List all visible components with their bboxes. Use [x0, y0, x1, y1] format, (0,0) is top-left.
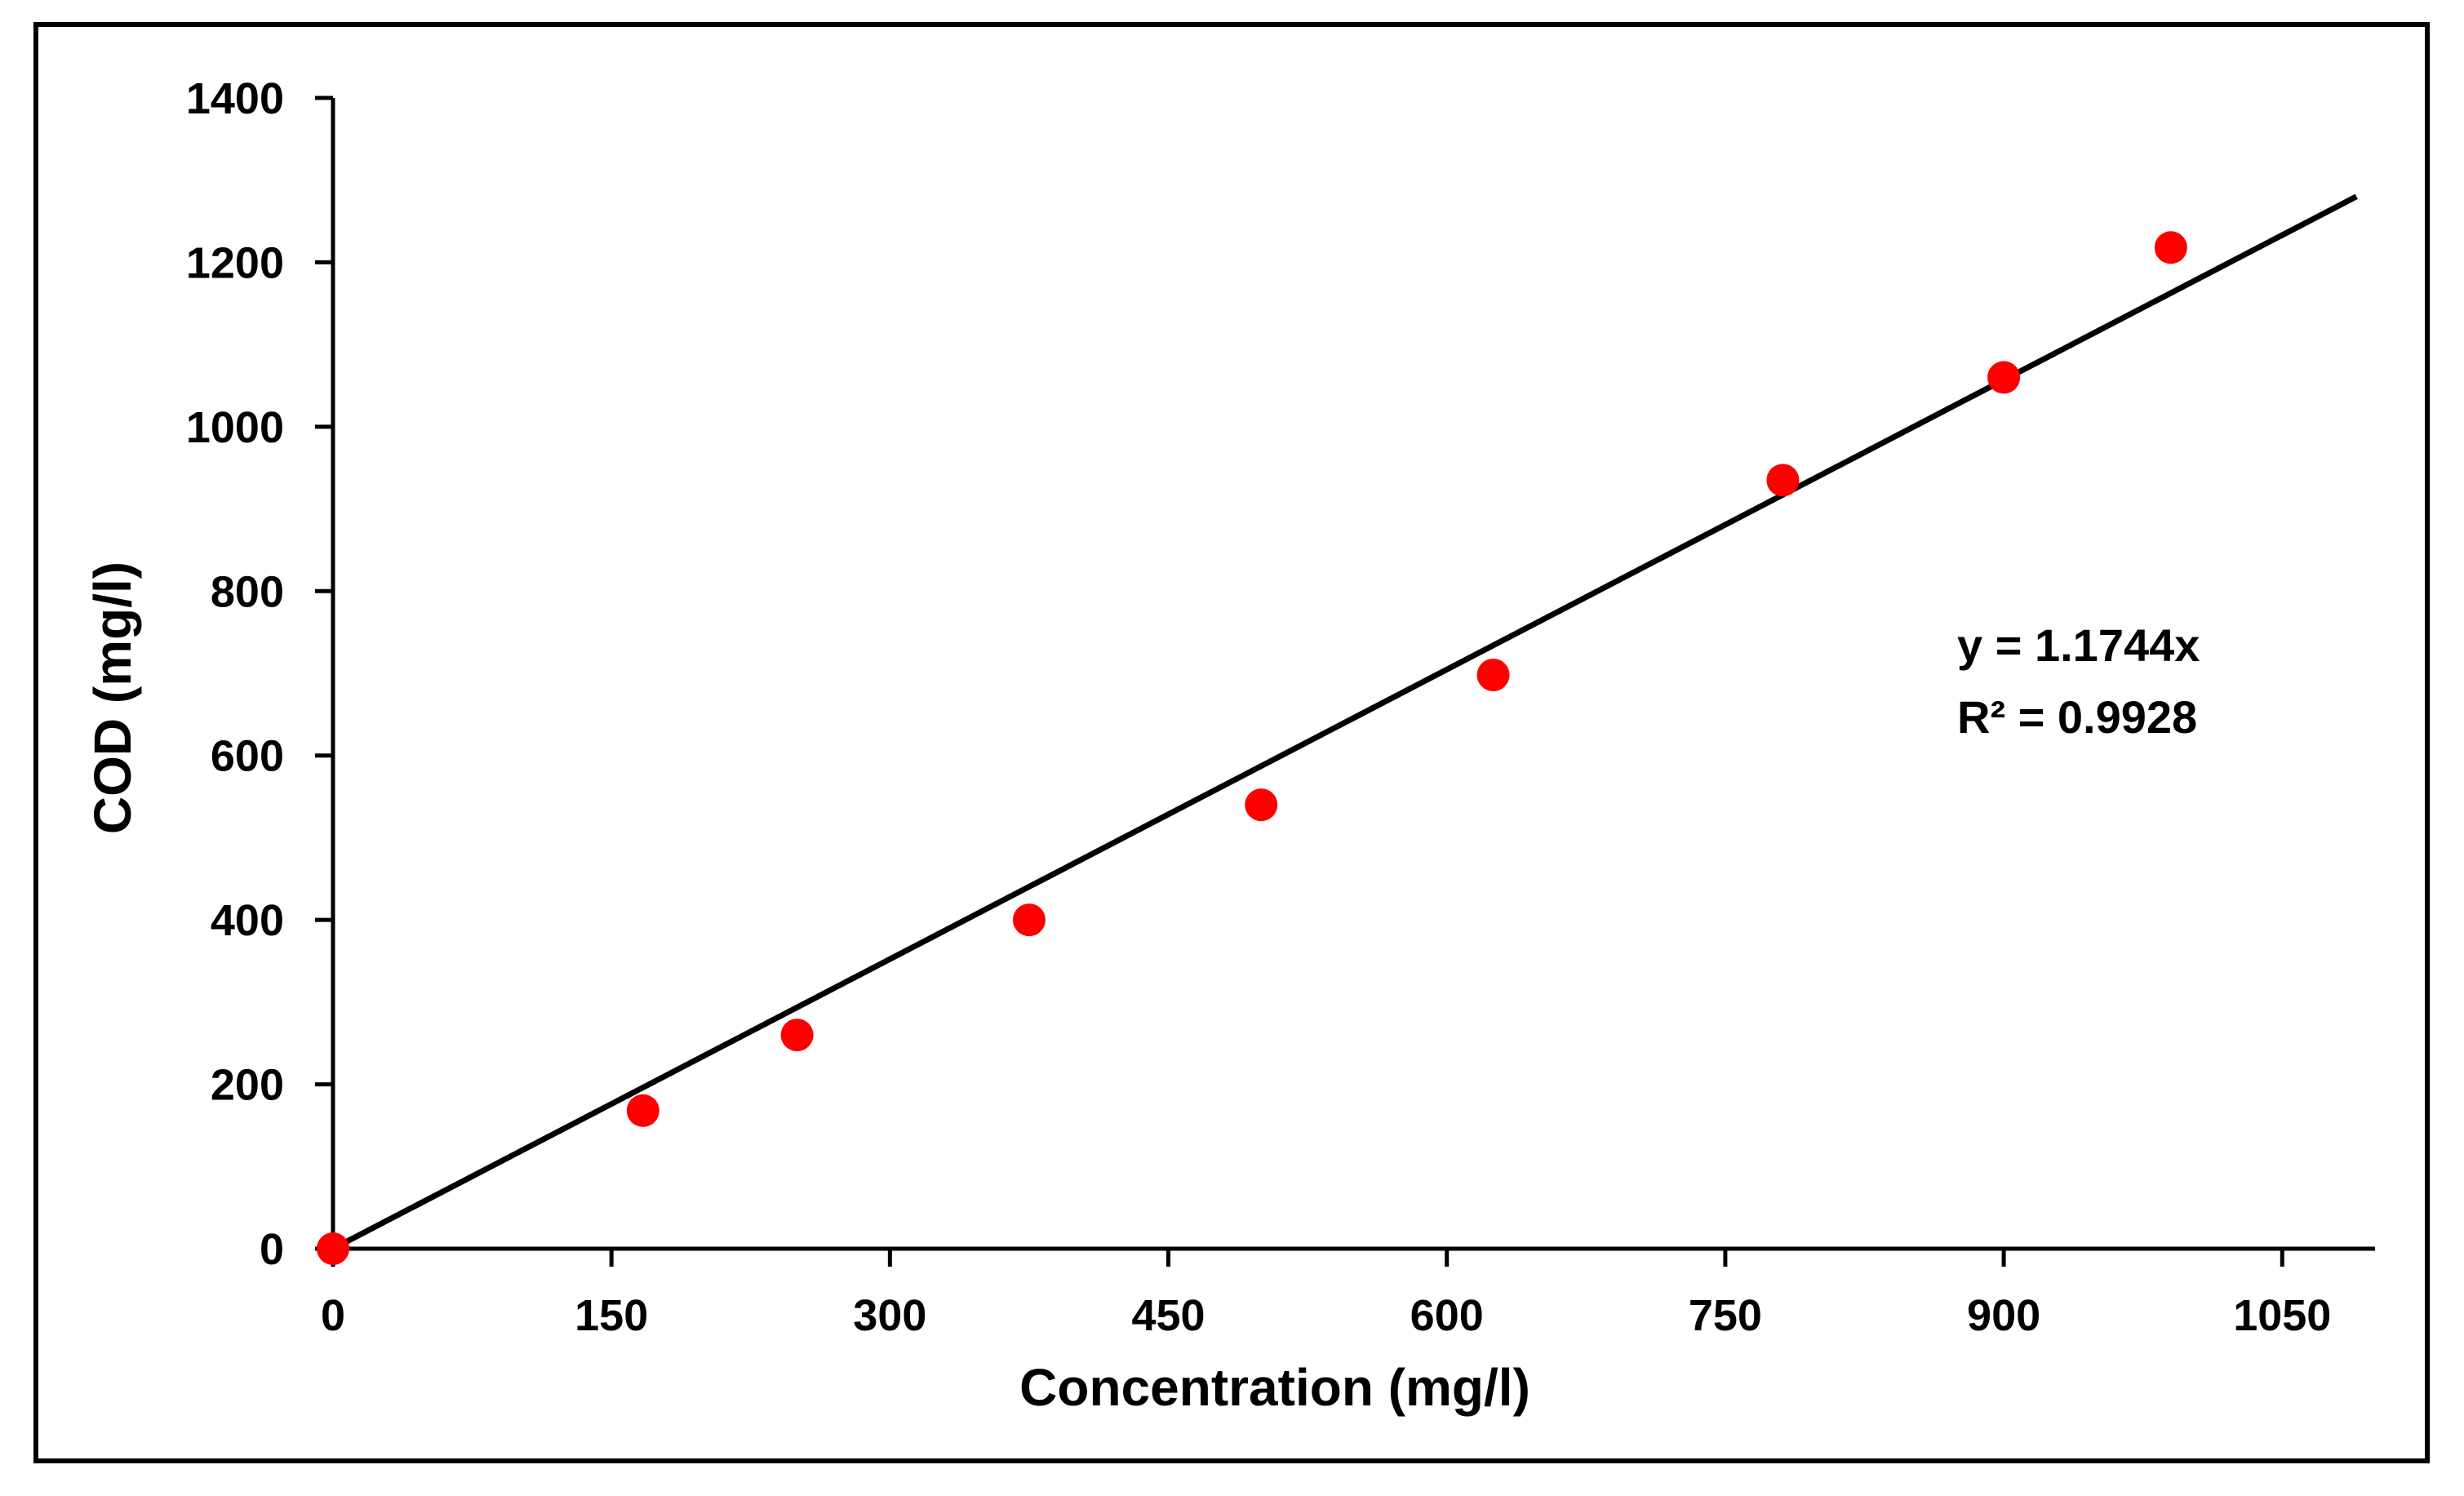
x-axis-title: Concentration (mg/l) [1019, 1358, 1530, 1417]
data-point [780, 1019, 814, 1052]
chart-border [33, 22, 2430, 1463]
data-point [317, 1232, 349, 1265]
data-point [1476, 659, 1510, 692]
y-tick-label: 1200 [186, 238, 284, 287]
y-tick-label: 400 [211, 896, 284, 945]
y-tick-label: 800 [211, 567, 284, 616]
data-point [1245, 788, 1278, 822]
x-tick-label: 450 [1131, 1291, 1205, 1340]
data-point [626, 1094, 659, 1127]
trendline-r-squared: R² = 0.9928 [1957, 691, 2197, 743]
y-axis-title: COD (mg/l) [83, 562, 142, 834]
data-point [1987, 361, 2021, 394]
trendline [331, 193, 2358, 1252]
data-point [2154, 231, 2187, 264]
y-tick-label: 1400 [186, 74, 284, 123]
data-point [1012, 903, 1046, 937]
x-tick-label: 900 [1967, 1291, 2040, 1340]
x-tick-label: 750 [1689, 1291, 1762, 1340]
y-tick-label: 200 [211, 1061, 284, 1110]
trendline-equation: y = 1.1744x [1957, 619, 2200, 671]
y-tick-label: 600 [211, 732, 284, 781]
y-tick-label: 0 [260, 1225, 284, 1274]
plot-area: 0 200 400 600 800 1000 1200 1400 0 150 300 450 600 75… [186, 74, 2375, 1340]
y-tick-label: 1000 [186, 403, 284, 452]
x-tick-label: 150 [575, 1291, 648, 1340]
x-tick-label: 0 [321, 1291, 345, 1340]
x-tick-label: 600 [1410, 1291, 1484, 1340]
data-point [1766, 464, 1800, 497]
x-tick-label: 1050 [2233, 1291, 2331, 1340]
x-tick-label: 300 [853, 1291, 926, 1340]
